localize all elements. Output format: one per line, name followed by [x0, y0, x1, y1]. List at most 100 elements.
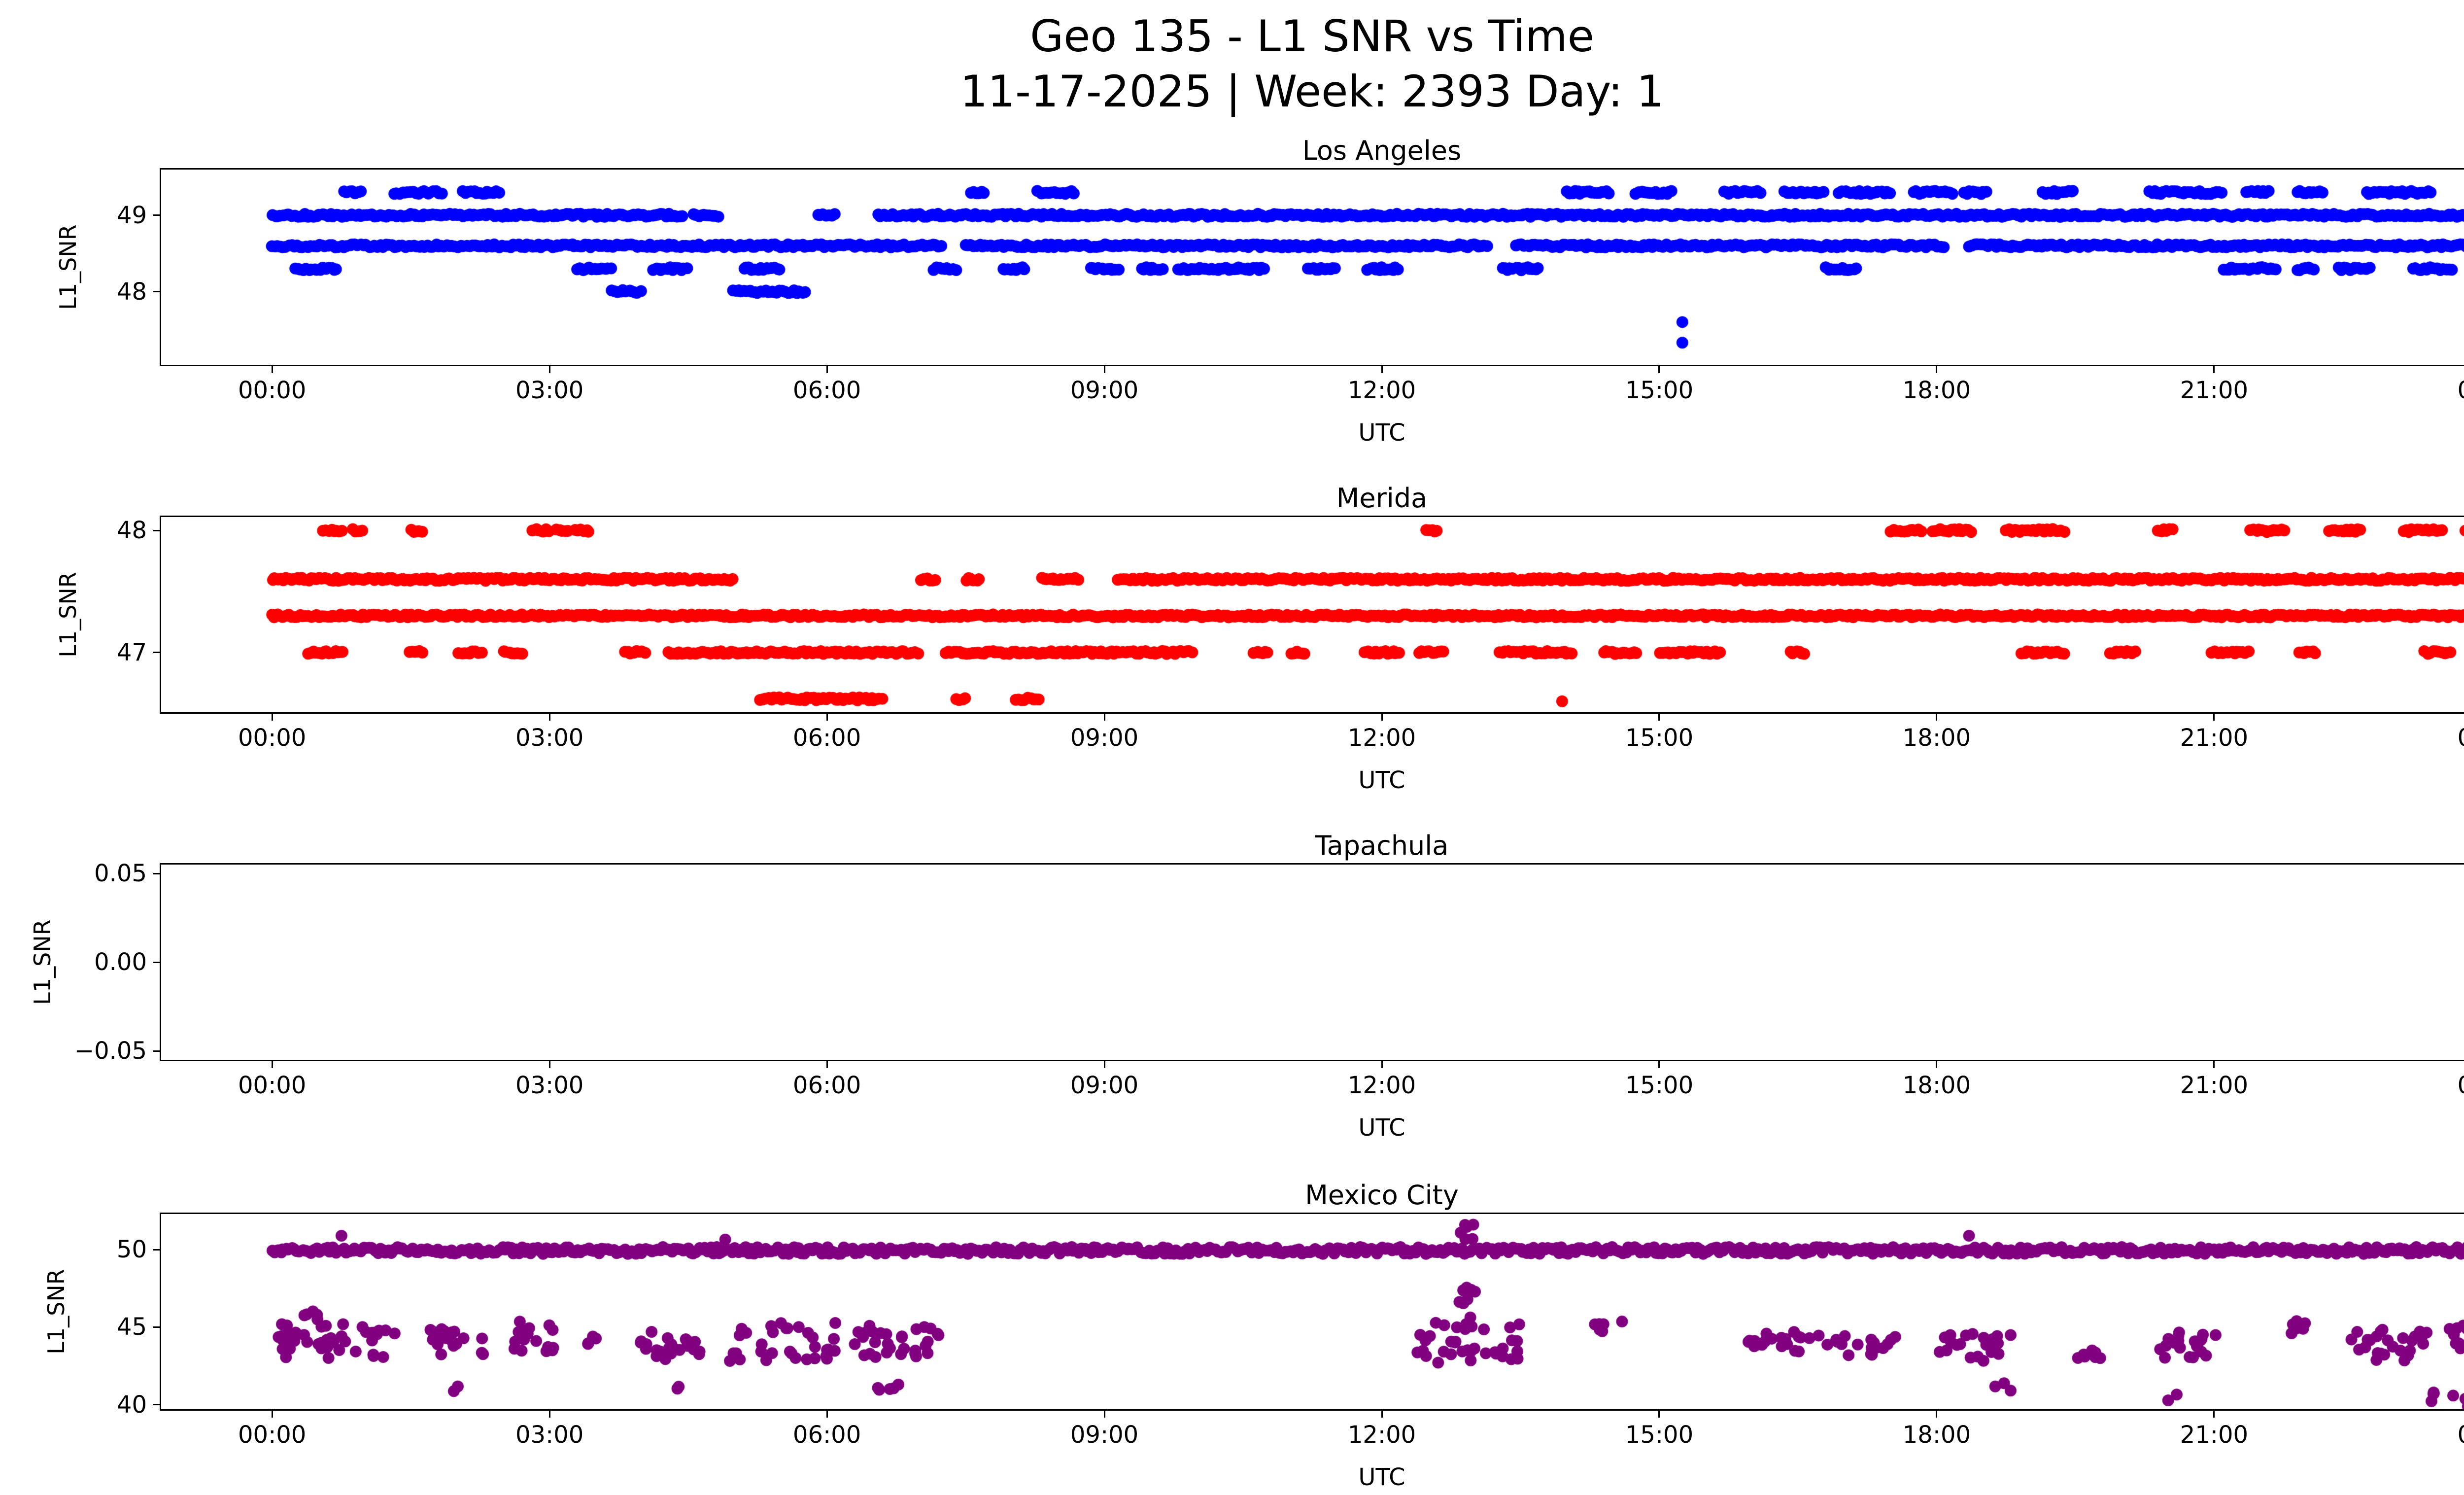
x-tick-label: 18:00 — [1902, 377, 1971, 404]
x-tick-label: 00:00 — [2432, 1421, 2464, 1449]
x-tick-mark — [1103, 1411, 1105, 1418]
y-tick-label: 40 — [116, 1391, 147, 1419]
x-axis-label-los-angeles: UTC — [1358, 419, 1405, 447]
x-tick-label: 06:00 — [792, 1421, 861, 1449]
subplot-title-tapachula: Tapachula — [1315, 830, 1449, 861]
x-tick-mark — [2213, 1061, 2215, 1068]
x-tick-mark — [548, 1061, 550, 1068]
x-tick-mark — [1658, 366, 1660, 373]
y-tick-mark — [153, 1326, 160, 1328]
x-tick-label: 06:00 — [792, 1072, 861, 1099]
x-tick-label: 21:00 — [2180, 377, 2249, 404]
x-tick-mark — [1936, 1411, 1938, 1418]
scatter-canvas-los-angeles — [161, 170, 2464, 365]
x-tick-label: 09:00 — [1070, 724, 1139, 752]
x-tick-mark — [826, 1411, 828, 1418]
y-axis-label-los-angeles: L1_SNR — [55, 224, 81, 310]
x-tick-label: 09:00 — [1070, 377, 1139, 404]
x-tick-label: 00:00 — [2432, 724, 2464, 752]
x-tick-label: 18:00 — [1902, 724, 1971, 752]
x-tick-mark — [1103, 366, 1105, 373]
y-axis-label-merida: L1_SNR — [55, 572, 81, 658]
x-tick-label: 03:00 — [515, 1072, 584, 1099]
axes-merida — [160, 516, 2464, 714]
x-tick-label: 12:00 — [1347, 377, 1416, 404]
x-tick-label: 18:00 — [1902, 1421, 1971, 1449]
x-tick-label: 15:00 — [1625, 1421, 1694, 1449]
scatter-canvas-tapachula — [161, 865, 2464, 1060]
y-tick-label: 0.00 — [94, 948, 147, 976]
y-tick-label: 50 — [116, 1236, 147, 1264]
y-tick-label: 47 — [116, 638, 147, 666]
x-tick-mark — [826, 1061, 828, 1068]
x-tick-mark — [1936, 366, 1938, 373]
x-tick-label: 09:00 — [1070, 1421, 1139, 1449]
subplot-title-merida: Merida — [1336, 483, 1428, 514]
x-tick-label: 06:00 — [792, 377, 861, 404]
x-tick-label: 00:00 — [2432, 1072, 2464, 1099]
x-tick-label: 00:00 — [2432, 377, 2464, 404]
x-tick-mark — [1103, 714, 1105, 721]
x-tick-mark — [271, 366, 273, 373]
x-tick-mark — [1658, 1411, 1660, 1418]
y-tick-mark — [153, 1404, 160, 1406]
y-tick-mark — [153, 961, 160, 963]
x-tick-mark — [271, 1411, 273, 1418]
scatter-canvas-merida — [161, 517, 2464, 712]
y-tick-mark — [153, 529, 160, 531]
x-tick-mark — [1936, 714, 1938, 721]
x-tick-mark — [548, 366, 550, 373]
x-tick-mark — [548, 714, 550, 721]
y-tick-mark — [153, 291, 160, 292]
figure-title-line1: Geo 135 - L1 SNR vs Time — [1030, 11, 1594, 62]
x-tick-label: 12:00 — [1347, 1072, 1416, 1099]
x-tick-label: 21:00 — [2180, 724, 2249, 752]
x-tick-mark — [1936, 1061, 1938, 1068]
scatter-canvas-mexico-city — [161, 1214, 2464, 1409]
x-tick-mark — [1103, 1061, 1105, 1068]
y-tick-label: 0.05 — [94, 860, 147, 887]
x-tick-mark — [1658, 714, 1660, 721]
x-tick-mark — [1381, 1411, 1383, 1418]
x-tick-label: 03:00 — [515, 724, 584, 752]
subplot-title-mexico-city: Mexico City — [1305, 1180, 1459, 1211]
y-tick-mark — [153, 652, 160, 654]
x-tick-mark — [271, 1061, 273, 1068]
x-tick-label: 00:00 — [238, 377, 307, 404]
x-tick-mark — [1658, 1061, 1660, 1068]
y-tick-label: 45 — [116, 1313, 147, 1341]
figure-title: Geo 135 - L1 SNR vs Time 11-17-2025 | We… — [0, 9, 2464, 119]
axes-mexico-city — [160, 1213, 2464, 1411]
x-tick-label: 18:00 — [1902, 1072, 1971, 1099]
x-tick-label: 06:00 — [792, 724, 861, 752]
x-tick-mark — [271, 714, 273, 721]
x-tick-label: 03:00 — [515, 1421, 584, 1449]
x-tick-mark — [548, 1411, 550, 1418]
x-tick-mark — [2213, 1411, 2215, 1418]
x-tick-label: 21:00 — [2180, 1072, 2249, 1099]
y-tick-mark — [153, 1050, 160, 1052]
axes-los-angeles — [160, 168, 2464, 366]
x-tick-label: 12:00 — [1347, 724, 1416, 752]
x-tick-label: 15:00 — [1625, 724, 1694, 752]
x-tick-label: 12:00 — [1347, 1421, 1416, 1449]
x-axis-label-mexico-city: UTC — [1358, 1463, 1405, 1491]
x-tick-label: 09:00 — [1070, 1072, 1139, 1099]
x-tick-label: 15:00 — [1625, 377, 1694, 404]
y-tick-mark — [153, 872, 160, 874]
y-tick-mark — [153, 1249, 160, 1251]
x-tick-label: 00:00 — [238, 1072, 307, 1099]
x-tick-label: 00:00 — [238, 1421, 307, 1449]
x-axis-label-tapachula: UTC — [1358, 1114, 1405, 1142]
y-tick-mark — [153, 214, 160, 216]
x-tick-label: 00:00 — [238, 724, 307, 752]
x-axis-label-merida: UTC — [1358, 766, 1405, 794]
x-tick-mark — [1381, 1061, 1383, 1068]
y-tick-label: 49 — [116, 201, 147, 229]
x-tick-label: 15:00 — [1625, 1072, 1694, 1099]
y-tick-label: 48 — [116, 278, 147, 306]
x-tick-mark — [1381, 366, 1383, 373]
subplot-title-los-angeles: Los Angeles — [1302, 135, 1462, 166]
axes-tapachula — [160, 863, 2464, 1061]
